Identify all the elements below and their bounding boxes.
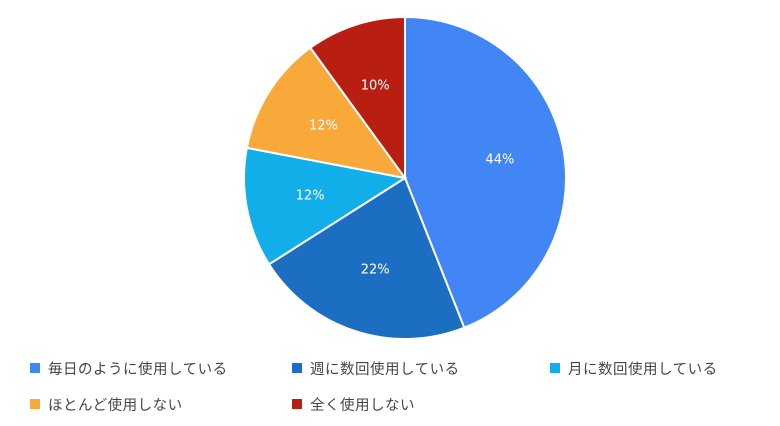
pie-slice-weekly (267, 176, 466, 340)
legend-label-rarely: ほとんど使用しない (48, 397, 183, 414)
legend-label-never: 全く使用しない (310, 397, 415, 414)
data-label-monthly: 12% (296, 189, 325, 204)
legend-swatch-daily (30, 363, 40, 373)
legend-label-monthly: 月に数回使用している (568, 361, 718, 378)
legend-swatch-weekly (292, 363, 302, 373)
data-label-daily: 44% (485, 152, 514, 167)
legend-item-rarely: ほとんど使用しない (30, 392, 183, 416)
pie-slice-never (308, 15, 406, 182)
pie-slice-monthly (243, 146, 408, 266)
legend-swatch-monthly (550, 363, 560, 373)
legend-label-weekly: 週に数回使用している (310, 361, 460, 378)
pie-slices (243, 15, 567, 340)
legend-swatch-rarely (30, 399, 40, 409)
pie-slice-daily (404, 15, 567, 329)
pie-chart: 44% 22% 12% 12% 10% (243, 15, 567, 340)
pie-slice-rarely (245, 46, 408, 180)
legend-swatch-never (292, 399, 302, 409)
data-label-weekly: 22% (361, 262, 390, 277)
legend-item-monthly: 月に数回使用している (550, 356, 718, 380)
chart-legend: 毎日のように使用している 週に数回使用している 月に数回使用している ほとんど使… (30, 352, 770, 422)
pie-data-labels: 44% 22% 12% 12% 10% (296, 79, 515, 278)
data-label-rarely: 12% (309, 119, 338, 134)
data-label-never: 10% (361, 79, 390, 94)
legend-item-weekly: 週に数回使用している (292, 356, 460, 380)
legend-label-daily: 毎日のように使用している (48, 361, 228, 378)
legend-item-never: 全く使用しない (292, 392, 415, 416)
legend-item-daily: 毎日のように使用している (30, 356, 228, 380)
